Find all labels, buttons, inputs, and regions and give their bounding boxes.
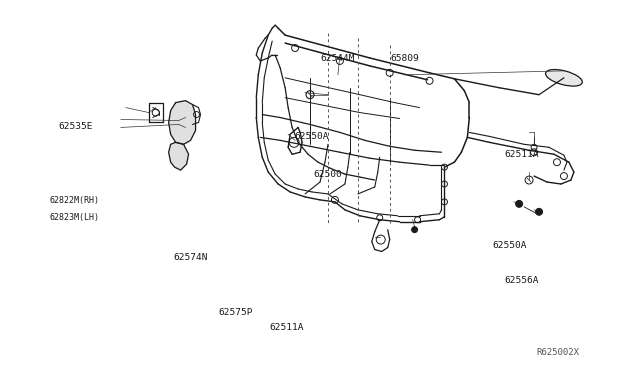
Polygon shape — [169, 142, 189, 170]
Text: 62511A: 62511A — [505, 150, 540, 159]
Text: 62822M(RH): 62822M(RH) — [49, 196, 99, 205]
Circle shape — [536, 208, 543, 215]
Text: 62823M(LH): 62823M(LH) — [49, 213, 99, 222]
Text: 62511A: 62511A — [269, 323, 303, 331]
Text: 62550A: 62550A — [294, 132, 329, 141]
Ellipse shape — [545, 70, 582, 86]
Text: 62550A: 62550A — [492, 241, 527, 250]
Text: 65809: 65809 — [390, 54, 419, 63]
Text: R625002X: R625002X — [537, 348, 580, 357]
Text: 62574N: 62574N — [173, 253, 208, 263]
Text: 62500: 62500 — [314, 170, 342, 179]
Text: 62575P: 62575P — [218, 308, 253, 317]
Circle shape — [516, 201, 523, 207]
Text: 62544M: 62544M — [320, 54, 355, 63]
Circle shape — [412, 227, 417, 232]
Polygon shape — [169, 101, 196, 144]
Text: 62556A: 62556A — [505, 276, 540, 285]
Text: 62535E: 62535E — [59, 122, 93, 131]
